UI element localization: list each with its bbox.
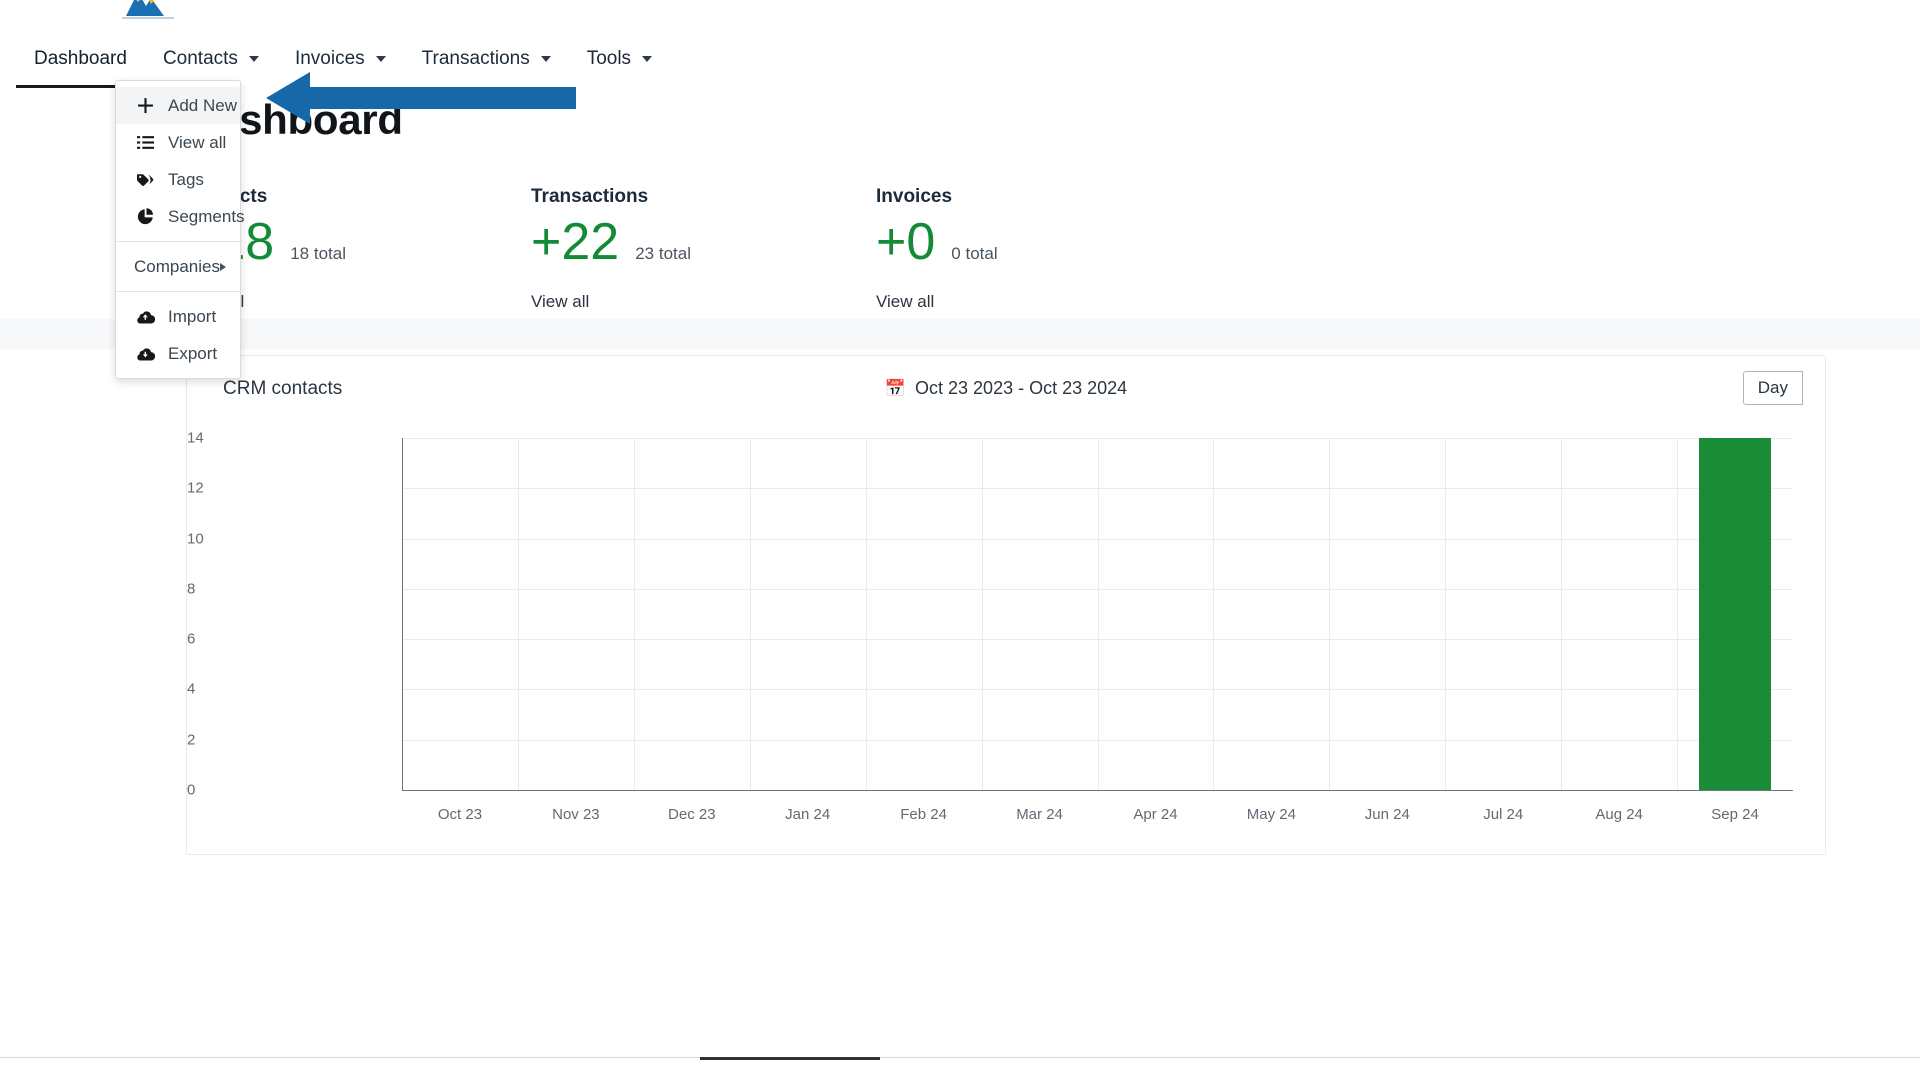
menu-item-tags[interactable]: Tags — [116, 161, 240, 198]
x-axis-line — [402, 790, 1793, 791]
y-axis-tick-label: 8 — [187, 580, 196, 598]
stat-label: Invoices — [876, 186, 953, 207]
stat-value: +22 — [531, 213, 620, 271]
crm-contacts-chart-panel: CRM contacts 📅 Oct 23 2023 - Oct 23 2024 … — [186, 355, 1826, 855]
nav-item-contacts[interactable]: Contacts — [145, 44, 277, 88]
chart-bar[interactable] — [1699, 438, 1771, 790]
nav-label: Tools — [586, 48, 632, 69]
y-axis-tick-label: 2 — [187, 731, 196, 749]
stat-card-transactions: Transactions +22 23 total View all — [531, 186, 876, 346]
interval-day-button[interactable]: Day — [1742, 371, 1803, 405]
chart-header: CRM contacts 📅 Oct 23 2023 - Oct 23 2024 … — [187, 356, 1825, 422]
chart-vertical-gridline — [1097, 438, 1099, 790]
nav-label: Transactions — [421, 48, 530, 69]
chevron-down-icon — [540, 56, 551, 62]
x-axis-tick-label: Aug 24 — [1595, 806, 1643, 823]
x-axis-tick-label: Apr 24 — [1133, 806, 1178, 823]
y-axis-line — [402, 438, 403, 790]
y-axis-tick-label: 4 — [187, 680, 196, 698]
cloud-download-icon — [134, 346, 156, 361]
list-icon — [134, 134, 156, 151]
chart-vertical-gridline — [981, 438, 983, 790]
stat-value: +0 — [876, 213, 936, 271]
y-axis-tick-label: 14 — [187, 429, 204, 447]
tag-icon — [134, 171, 156, 188]
chart-vertical-gridline — [865, 438, 867, 790]
nav-item-invoices[interactable]: Invoices — [277, 44, 404, 88]
menu-item-export[interactable]: Export — [116, 335, 240, 372]
taskbar-indicator — [700, 1057, 880, 1060]
main-navigation: Dashboard Contacts Invoices Transactions… — [0, 44, 1920, 91]
x-axis-tick-label: Dec 23 — [668, 806, 716, 823]
menu-item-segments[interactable]: Segments — [116, 198, 245, 235]
pie-chart-icon — [134, 208, 156, 225]
menu-item-label: Tags — [168, 169, 204, 189]
nav-item-dashboard[interactable]: Dashboard — [16, 44, 145, 88]
date-range-text: Oct 23 2023 - Oct 23 2024 — [915, 378, 1128, 398]
chart-vertical-gridline — [749, 438, 751, 790]
x-axis-tick-label: May 24 — [1246, 806, 1296, 823]
menu-item-label: View all — [168, 132, 227, 152]
stat-total: 18 total — [290, 244, 346, 263]
chart-vertical-gridline — [1677, 438, 1679, 790]
plus-icon — [134, 97, 156, 114]
stat-card-invoices: Invoices +0 0 total View all — [876, 186, 1221, 346]
view-all-link-invoices[interactable]: View all — [876, 292, 935, 311]
mountain-logo[interactable] — [120, 0, 176, 20]
chevron-down-icon — [248, 56, 259, 62]
x-axis-tick-label: Sep 24 — [1711, 806, 1759, 823]
menu-item-companies[interactable]: Companies — [116, 248, 240, 285]
y-axis-tick-label: 0 — [187, 781, 196, 799]
menu-divider — [116, 291, 240, 292]
nav-label: Contacts — [162, 48, 238, 69]
menu-item-view-all[interactable]: View all — [116, 124, 240, 161]
chart-date-range: 📅 Oct 23 2023 - Oct 23 2024 — [187, 378, 1825, 399]
chart-vertical-gridline — [1561, 438, 1563, 790]
menu-item-import[interactable]: Import — [116, 298, 240, 335]
x-axis-tick-label: Jun 24 — [1364, 806, 1410, 823]
x-axis-tick-label: Nov 23 — [552, 806, 600, 823]
x-axis-tick-label: Feb 24 — [900, 806, 947, 823]
nav-label: Dashboard — [34, 48, 127, 69]
chevron-down-icon — [642, 56, 653, 62]
menu-divider — [116, 241, 240, 242]
x-axis-tick-label: Oct 23 — [437, 806, 483, 823]
menu-item-label: Segments — [168, 206, 245, 226]
y-axis-tick-label: 6 — [187, 630, 196, 648]
stat-total: 0 total — [951, 244, 998, 263]
contacts-dropdown-menu: Add New View all Tags — [115, 80, 245, 379]
menu-item-label: Export — [168, 343, 218, 363]
view-all-link-transactions[interactable]: View all — [531, 292, 590, 311]
chevron-right-icon — [220, 262, 226, 271]
chart-title: CRM contacts — [223, 378, 343, 399]
nav-label: Invoices — [294, 48, 365, 69]
menu-item-label: Import — [168, 306, 217, 326]
x-axis-tick-label: Jan 24 — [785, 806, 831, 823]
chart-vertical-gridline — [517, 438, 519, 790]
nav-item-transactions[interactable]: Transactions — [404, 44, 569, 88]
left-arrow-annotation — [258, 68, 578, 133]
cloud-upload-icon — [134, 309, 156, 324]
menu-item-label: Add New — [168, 95, 237, 115]
chart-plot-area: 0 2 4 6 8 10 12 14 Oct 23 Nov 23 Dec 23 Jan 24 Feb 2… — [187, 422, 1827, 852]
stat-total: 23 total — [635, 244, 691, 263]
calendar-icon: 📅 — [884, 379, 907, 398]
chart-interval-buttons: Day — [1742, 371, 1803, 405]
nav-item-tools[interactable]: Tools — [569, 44, 670, 88]
chart-vertical-gridline — [1445, 438, 1447, 790]
x-axis-tick-label: Jul 24 — [1483, 806, 1524, 823]
y-axis-tick-label: 10 — [187, 530, 204, 548]
menu-item-label: Companies — [134, 256, 220, 276]
chart-vertical-gridline — [633, 438, 635, 790]
chevron-down-icon — [375, 56, 386, 62]
window-bottom-divider — [0, 1057, 1920, 1058]
x-axis-tick-label: Mar 24 — [1016, 806, 1063, 823]
chart-vertical-gridline — [1213, 438, 1215, 790]
menu-item-add-new[interactable]: Add New — [116, 87, 240, 124]
y-axis-tick-label: 12 — [187, 479, 204, 497]
stat-label: Transactions — [531, 186, 649, 207]
chart-vertical-gridline — [1329, 438, 1331, 790]
section-divider — [0, 319, 1920, 349]
